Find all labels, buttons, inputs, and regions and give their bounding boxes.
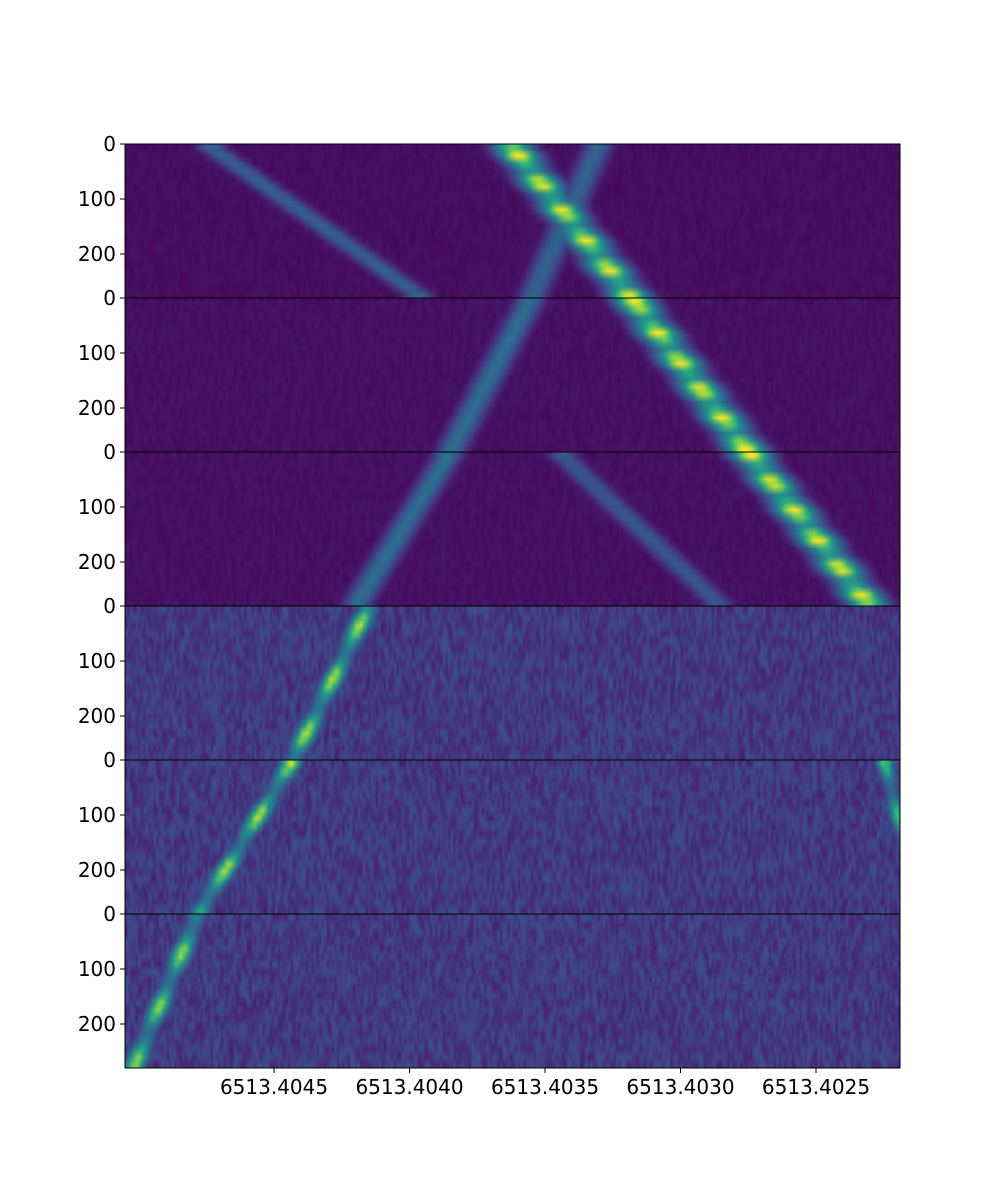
x-tick-label: 6513.4035 — [491, 1075, 599, 1099]
heatmap-panel-3 — [125, 606, 900, 760]
x-tick-label: 6513.4040 — [355, 1075, 463, 1099]
x-tick-label: 6513.4045 — [220, 1075, 328, 1099]
y-tick-label: 100 — [78, 803, 116, 827]
y-tick-label: 200 — [78, 858, 116, 882]
y-tick-label: 200 — [78, 1012, 116, 1036]
x-tick-label: 6513.4030 — [626, 1075, 734, 1099]
y-tick-label: 0 — [103, 902, 116, 926]
y-tick-label: 0 — [103, 440, 116, 464]
x-tick-label: 6513.4025 — [762, 1075, 870, 1099]
y-tick-label: 100 — [78, 495, 116, 519]
heatmap-panel-4 — [125, 760, 900, 914]
y-tick-label: 200 — [78, 396, 116, 420]
y-tick-label: 0 — [103, 748, 116, 772]
y-tick-label: 200 — [78, 704, 116, 728]
y-tick-label: 100 — [78, 341, 116, 365]
y-tick-label: 200 — [78, 242, 116, 266]
y-axis-ticks: 0 100 200 0 100 200 0 100 200 0 100 200 0 100 200 0 100 2… — [78, 132, 125, 1036]
y-tick-label: 0 — [103, 594, 116, 618]
heatmap-panels — [125, 144, 900, 1068]
y-tick-label: 0 — [103, 286, 116, 310]
heatmap-panel-5 — [125, 914, 900, 1068]
panel-separators — [125, 297, 900, 915]
y-tick-label: 200 — [78, 550, 116, 574]
heatmap-panel-2 — [125, 452, 900, 606]
y-tick-label: 100 — [78, 187, 116, 211]
x-axis-ticks: 6513.4045 6513.4040 6513.4035 6513.4030 6513… — [220, 1068, 870, 1099]
heatmap-panel-1 — [125, 298, 900, 452]
y-tick-label: 100 — [78, 649, 116, 673]
heatmap-panel-0 — [125, 144, 900, 298]
y-tick-label: 100 — [78, 957, 116, 981]
y-tick-label: 0 — [103, 132, 116, 156]
